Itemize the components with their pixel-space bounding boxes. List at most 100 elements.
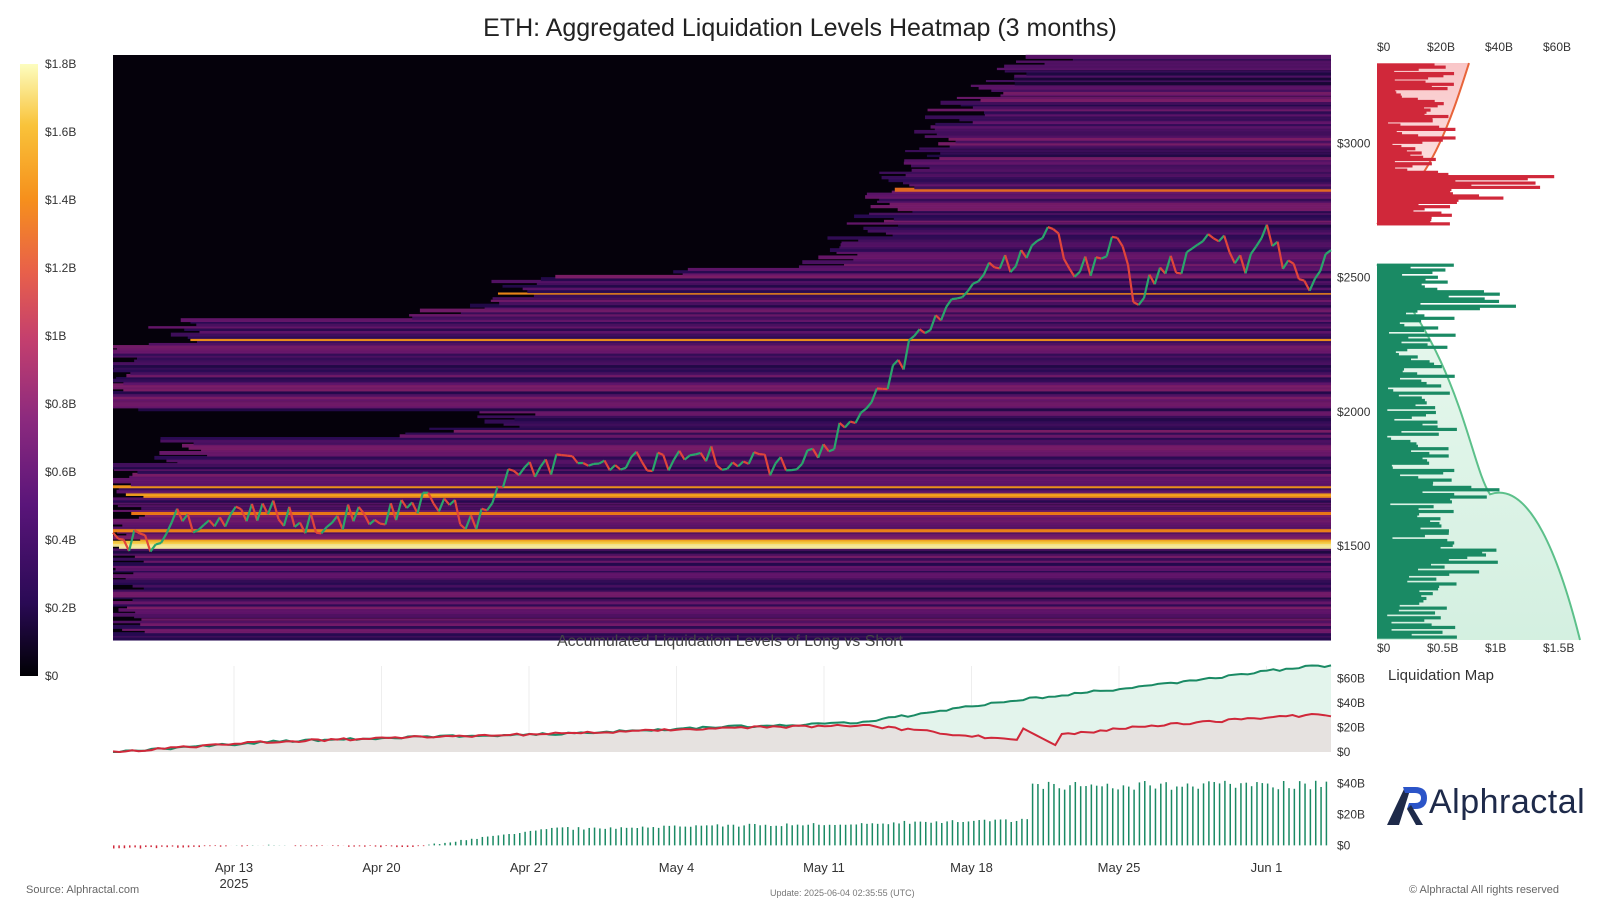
heatmap-band [904, 159, 1331, 163]
difference-bar [1229, 783, 1231, 846]
long-liquidation-bar [1377, 567, 1418, 572]
heatmap-band [132, 584, 1331, 588]
price-candle [779, 456, 788, 471]
long-liquidation-bar [1377, 488, 1500, 492]
long-liquidation-bar [1377, 357, 1412, 361]
heatmap-band [116, 347, 1331, 351]
price-candle [913, 328, 921, 337]
price-candle [1036, 237, 1044, 242]
difference-bar [1165, 782, 1167, 846]
price-candle [849, 420, 856, 425]
heatmap-band [113, 518, 1331, 523]
heatmap-band [129, 475, 1332, 479]
short-liquidation-bar [1377, 164, 1413, 168]
heatmap-band [113, 364, 1331, 368]
difference-bar [219, 845, 222, 847]
difference-bar [438, 844, 441, 846]
difference-bar [561, 827, 564, 846]
long-liquidation-bar [1377, 307, 1480, 311]
heatmap-band [113, 603, 1331, 607]
price-candle [924, 329, 931, 335]
difference-bar [770, 826, 772, 846]
short-liquidation-bar [1377, 127, 1456, 132]
price-candle [807, 447, 814, 452]
heatmap-band [134, 616, 1331, 619]
difference-bar [1176, 786, 1178, 846]
price-tick-label: $1500 [1337, 539, 1371, 553]
price-candle [982, 262, 991, 276]
accumulated-tick-label: $60B [1337, 671, 1365, 685]
price-candle [1169, 255, 1178, 274]
price-candle [1191, 243, 1199, 250]
heatmap-band [535, 412, 1331, 416]
long-liquidation-bar [1377, 355, 1418, 359]
heatmap-band [854, 214, 1331, 219]
colorbar-tick-label: $1B [45, 329, 67, 343]
difference-bar [625, 827, 628, 846]
long-liquidation-bar [1377, 396, 1422, 400]
price-candle [1325, 249, 1332, 255]
price-candle [160, 533, 168, 544]
price-candle [844, 420, 852, 429]
heatmap-band [490, 299, 1332, 302]
heatmap-band [113, 624, 1331, 629]
heatmap-band [905, 173, 1331, 178]
short-liquidation-bar [1377, 76, 1429, 80]
heatmap-band [113, 480, 1331, 484]
short-liquidation-bar [1377, 151, 1422, 155]
heatmap-band [113, 542, 1331, 547]
heatmap-band [972, 105, 1331, 110]
price-candle [566, 454, 573, 458]
profile-bottom-tick-label: $1B [1485, 641, 1506, 655]
heatmap-band [970, 84, 1331, 88]
long-liquidation-bar [1377, 572, 1450, 576]
heatmap-band [113, 362, 1331, 366]
heatmap-band [497, 292, 1331, 295]
difference-chart: $0 $20B $40B [113, 777, 1365, 852]
price-candle [469, 514, 478, 530]
short-liquidation-bar [1377, 119, 1433, 123]
price-candle [379, 522, 386, 526]
heatmap-band [113, 465, 1331, 470]
long-liquidation-bar [1377, 526, 1421, 531]
difference-bar [695, 825, 697, 846]
heatmap-band [983, 110, 1331, 115]
short-liquidation-bar [1377, 166, 1396, 170]
difference-bar [818, 824, 820, 846]
difference-bar [422, 845, 425, 847]
short-liquidation-bar [1377, 190, 1451, 194]
heatmap-band [891, 190, 1331, 194]
price-candle [620, 466, 627, 471]
price-candle [561, 454, 568, 457]
profile-top-tick-label: $0 [1377, 40, 1391, 54]
long-liquidation-bar [1377, 500, 1452, 504]
long-liquidation-bar [1377, 534, 1425, 538]
long-liquidation-bar [1377, 529, 1449, 533]
long-liquidation-bar [1377, 282, 1422, 287]
price-candle [368, 519, 376, 526]
long-liquidation-bar [1377, 565, 1445, 569]
difference-bar [134, 845, 136, 848]
short-liquidation-bar [1377, 99, 1435, 104]
price-candle [961, 290, 969, 298]
price-candle [1244, 253, 1252, 274]
price-candle [651, 452, 659, 472]
difference-bar [433, 843, 436, 846]
heatmap-band [405, 432, 1332, 435]
price-candle [170, 508, 179, 523]
short-liquidation-bar [1377, 87, 1448, 91]
difference-bar [246, 845, 249, 847]
long-liquidation-bar [1377, 340, 1402, 345]
heatmap-band [113, 581, 1331, 585]
heatmap-band [144, 630, 1332, 634]
long-liquidation-bar [1377, 398, 1425, 403]
price-candle [240, 508, 248, 522]
short-liquidation-bar [1377, 172, 1449, 177]
long-liquidation-bar [1377, 618, 1425, 622]
short-liquidation-bar [1377, 74, 1444, 78]
heatmap-band [503, 422, 1331, 426]
heatmap-band [836, 251, 1331, 254]
price-candle [1052, 228, 1060, 235]
price-candle [497, 485, 504, 489]
difference-bar [609, 827, 612, 846]
